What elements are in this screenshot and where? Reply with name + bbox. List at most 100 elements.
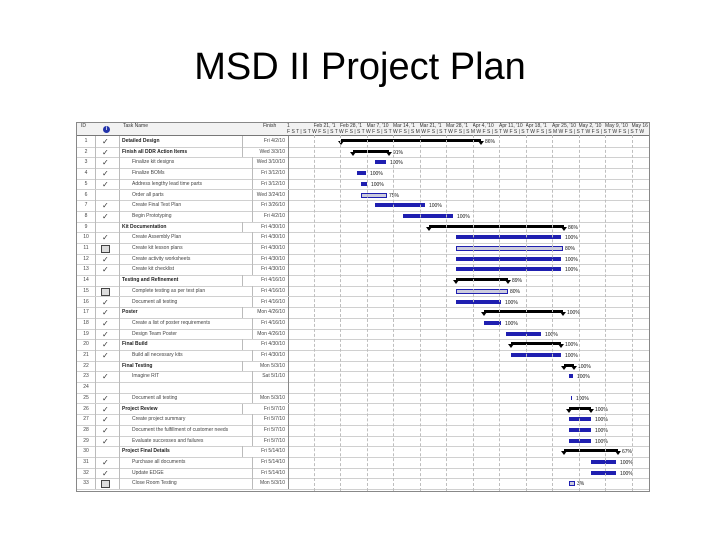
summary-bar[interactable]	[566, 406, 594, 413]
task-name[interactable]: Address lengthy lead time parts	[120, 178, 253, 190]
task-row[interactable]: 27 ✓ Create project summary Fri 5/7/10	[77, 414, 649, 426]
task-name[interactable]: Poster	[120, 307, 243, 318]
note-icon[interactable]	[101, 480, 110, 489]
summary-bar[interactable]	[561, 363, 577, 370]
task-row[interactable]: 16 ✓ Document all testing Fri 4/16/10	[77, 296, 649, 309]
task-row[interactable]: 17 ✓ Poster Mon 4/26/10	[77, 307, 649, 319]
task-row[interactable]: 25 ✓ Document all testing Mon 5/3/10	[77, 392, 649, 405]
task-bar[interactable]	[456, 256, 561, 261]
task-name[interactable]: Purchase all documents	[120, 457, 253, 468]
task-name[interactable]: Imagine RIT	[120, 371, 253, 383]
task-row[interactable]: 10 ✓ Create Assembly Plan Fri 4/30/10	[77, 232, 649, 244]
task-row[interactable]: 14 Testing and Refinement Fri 4/16/10	[77, 275, 649, 287]
task-name[interactable]: Document all testing	[120, 392, 253, 404]
task-bar[interactable]	[375, 160, 386, 165]
task-bar[interactable]	[375, 203, 425, 208]
task-row[interactable]: 20 ✓ Final Build Fri 4/30/10	[77, 339, 649, 351]
task-name[interactable]: Order all parts	[120, 189, 253, 201]
task-name[interactable]: Finish all DDR Action Items	[120, 146, 243, 158]
task-row[interactable]: 19 ✓ Design Team Poster Mon 4/26/10	[77, 328, 649, 341]
task-bar[interactable]	[569, 481, 575, 487]
task-row[interactable]: 15 Complete testing as per test plan Fri 4…	[77, 285, 649, 298]
task-row[interactable]: 23 ✓ Imagine RIT Sat 5/1/10	[77, 371, 649, 384]
task-name[interactable]: Evaluate successes and failures	[120, 435, 253, 447]
task-row[interactable]: 7 ✓ Create Final Test Plan Fri 3/26/10	[77, 200, 649, 212]
task-name[interactable]: Project Review	[120, 403, 243, 415]
task-name[interactable]: Close Room Testing	[120, 478, 253, 490]
summary-bar[interactable]	[481, 310, 566, 317]
task-name[interactable]: Build all necessary kits	[120, 350, 253, 361]
summary-bar[interactable]	[508, 342, 564, 349]
header-task-name[interactable]: Task Name	[123, 123, 149, 129]
task-row[interactable]: 9 Kit Documentation Fri 4/30/10	[77, 221, 649, 234]
task-row[interactable]: 4 ✓ Finalize BOMs Fri 3/12/10	[77, 168, 649, 180]
note-icon[interactable]	[101, 245, 110, 253]
task-bar[interactable]	[456, 235, 561, 240]
task-bar[interactable]	[361, 192, 387, 198]
task-row[interactable]: 2 ✓ Finish all DDR Action Items Wed 3/3/10	[77, 146, 649, 159]
task-name[interactable]: Detailed Design	[120, 136, 243, 147]
task-name[interactable]: Create Assembly Plan	[120, 232, 253, 243]
task-row[interactable]: 1 ✓ Detailed Design Fri 4/2/10	[77, 136, 649, 148]
task-row[interactable]: 31 ✓ Purchase all documents Fri 5/14/10	[77, 457, 649, 469]
task-row[interactable]: 24	[77, 382, 649, 394]
task-row[interactable]: 29 ✓ Evaluate successes and failures Fri 5/…	[77, 435, 649, 448]
task-row[interactable]: 18 ✓ Create a list of poster requirements F…	[77, 317, 649, 330]
summary-bar[interactable]	[426, 224, 567, 231]
task-bar[interactable]	[591, 470, 616, 475]
task-row[interactable]: 33 Close Room Testing Mon 5/3/10	[77, 478, 649, 491]
task-row[interactable]: 32 ✓ Update EDGE Fri 5/14/10	[77, 467, 649, 480]
task-name[interactable]: Testing and Refinement	[120, 275, 243, 286]
task-row[interactable]: 11 Create kit lesson plans Fri 4/30/10	[77, 243, 649, 255]
task-row[interactable]: 30 Project Final Details Fri 5/14/10	[77, 446, 649, 458]
task-row[interactable]: 3 ✓ Finalize kit designs Wed 3/10/10	[77, 157, 649, 170]
task-row[interactable]: 8 ✓ Begin Prototyping Fri 4/2/10	[77, 210, 649, 223]
summary-bar[interactable]	[453, 278, 511, 285]
header-finish[interactable]: Finish	[263, 123, 277, 129]
task-name[interactable]: Document all testing	[120, 296, 253, 308]
summary-bar[interactable]	[350, 149, 392, 156]
task-row[interactable]: 28 ✓ Document the fulfillment of customer …	[77, 424, 649, 437]
task-name[interactable]: Final Build	[120, 339, 243, 350]
task-name[interactable]: Project Final Details	[120, 446, 243, 457]
task-bar[interactable]	[569, 417, 591, 422]
task-bar[interactable]	[511, 353, 561, 357]
note-icon[interactable]	[101, 287, 110, 296]
summary-bar[interactable]	[561, 449, 621, 456]
task-bar[interactable]	[506, 331, 541, 336]
summary-bar[interactable]	[338, 139, 484, 145]
task-name[interactable]: Finalize BOMs	[120, 168, 253, 179]
task-bar[interactable]	[571, 395, 572, 400]
task-row[interactable]: 12 ✓ Create activity worksheets Fri 4/30/10	[77, 253, 649, 266]
task-name[interactable]: Complete testing as per test plan	[120, 285, 253, 297]
task-row[interactable]: 13 ✓ Create kit checklist Fri 4/30/10	[77, 264, 649, 277]
task-row[interactable]: 26 ✓ Project Review Fri 5/7/10	[77, 403, 649, 416]
task-bar[interactable]	[456, 246, 563, 251]
task-name[interactable]	[120, 382, 253, 393]
task-name[interactable]: Create kit lesson plans	[120, 243, 253, 254]
task-name[interactable]: Finalize kit designs	[120, 157, 253, 169]
task-bar[interactable]	[569, 427, 591, 432]
task-bar[interactable]	[456, 267, 561, 272]
task-row[interactable]: 21 ✓ Build all necessary kits Fri 4/30/10	[77, 350, 649, 362]
task-row[interactable]: 6 Order all parts Wed 3/24/10	[77, 189, 649, 202]
task-bar[interactable]	[569, 374, 573, 379]
task-name[interactable]: Kit Documentation	[120, 221, 243, 233]
task-name[interactable]: Create project summary	[120, 414, 253, 425]
task-bar[interactable]	[456, 288, 508, 294]
task-bar[interactable]	[357, 171, 366, 176]
task-name[interactable]: Create Final Test Plan	[120, 200, 253, 211]
task-name[interactable]: Create a list of poster requirements	[120, 317, 253, 329]
task-name[interactable]: Create activity worksheets	[120, 253, 253, 265]
task-bar[interactable]	[456, 299, 501, 304]
task-row[interactable]: 22 Final Testing Mon 5/3/10	[77, 360, 649, 373]
task-bar[interactable]	[403, 213, 453, 218]
task-name[interactable]: Begin Prototyping	[120, 210, 253, 222]
task-name[interactable]: Design Team Poster	[120, 328, 253, 340]
task-name[interactable]: Final Testing	[120, 360, 243, 372]
task-row[interactable]: 5 ✓ Address lengthy lead time parts Fri 3/1…	[77, 178, 649, 191]
task-name[interactable]: Document the fulfillment of customer nee…	[120, 424, 253, 436]
task-bar[interactable]	[569, 438, 591, 443]
task-bar[interactable]	[361, 181, 367, 186]
task-bar[interactable]	[591, 460, 616, 464]
